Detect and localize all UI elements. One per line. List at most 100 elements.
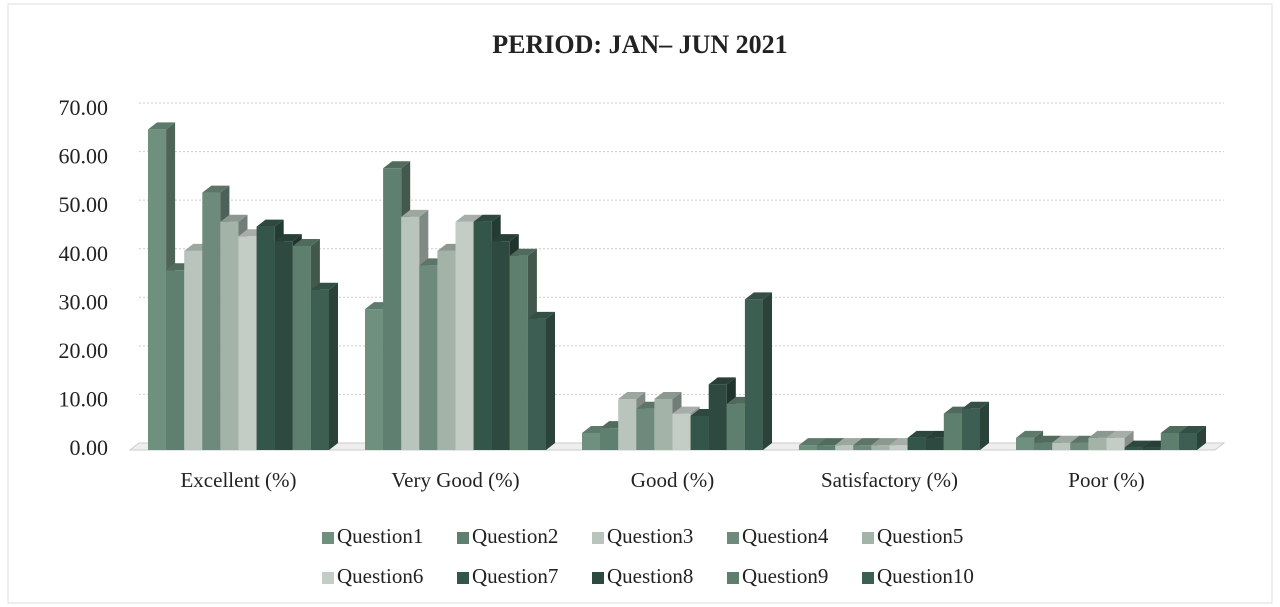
legend-label: Question5 <box>877 524 963 548</box>
bar-top <box>672 406 700 414</box>
bar <box>726 403 745 450</box>
bar <box>907 437 926 450</box>
legend-label: Question7 <box>472 564 558 588</box>
bar-top <box>401 209 429 217</box>
bar <box>455 221 474 450</box>
bar-top <box>310 282 338 290</box>
y-tick-label: 40.00 <box>59 241 109 266</box>
y-tick-label: 30.00 <box>59 289 109 314</box>
legend-label: Question9 <box>742 564 828 588</box>
y-tick-label: 0.00 <box>70 435 109 460</box>
bar <box>148 129 167 450</box>
bar-top <box>618 392 646 399</box>
bar <box>1070 442 1089 450</box>
bar <box>636 408 655 450</box>
bar-top <box>799 438 827 446</box>
x-tick-label: Poor (%) <box>1068 468 1144 492</box>
legend-marker <box>727 572 739 584</box>
bar <box>853 445 872 450</box>
bar <box>1124 447 1143 450</box>
bar <box>184 250 203 450</box>
bar-top <box>1088 430 1116 438</box>
bar <box>509 255 528 450</box>
bar-side <box>546 311 555 450</box>
y-tick-label: 60.00 <box>59 144 109 169</box>
bar <box>527 318 546 450</box>
x-tick-label: Excellent (%) <box>180 468 296 492</box>
legend-label: Question3 <box>607 524 693 548</box>
bar-side <box>329 282 338 450</box>
bar-top <box>202 185 230 193</box>
legend-label: Question4 <box>742 524 829 548</box>
x-tick-label: Good (%) <box>631 468 714 492</box>
legend-label: Question6 <box>337 564 423 588</box>
bar-top <box>1178 426 1206 433</box>
bar <box>925 437 944 450</box>
bar-top <box>148 122 176 130</box>
legend-marker <box>862 572 874 584</box>
bar-top <box>961 401 989 409</box>
legend-label: Question2 <box>472 524 558 548</box>
bar-top <box>1106 430 1134 438</box>
y-tick-label: 10.00 <box>59 386 109 411</box>
bar <box>961 408 980 450</box>
bar <box>310 289 329 450</box>
bar-top <box>473 214 501 222</box>
bar-top <box>1034 435 1062 443</box>
bar-top <box>256 219 284 227</box>
bar <box>1142 447 1161 450</box>
bar <box>1016 437 1035 450</box>
bar <box>744 299 763 450</box>
bar-top <box>907 430 935 438</box>
legend-marker <box>457 532 469 544</box>
chart-title: PERIOD: JAN– JUN 2021 <box>492 30 787 59</box>
bar-top <box>383 161 411 169</box>
legend-marker <box>862 532 874 544</box>
bar-top <box>871 438 899 446</box>
bar-side <box>1124 430 1134 450</box>
bar-top <box>292 239 320 246</box>
x-tick-label: Satisfactory (%) <box>821 468 958 492</box>
bar <box>220 221 239 450</box>
bar-side <box>763 292 772 450</box>
legend-marker <box>592 532 604 544</box>
bar-top <box>527 311 555 319</box>
bar <box>166 270 185 450</box>
bar <box>292 246 311 450</box>
bar <box>1160 433 1179 450</box>
bar <box>654 399 673 450</box>
bar <box>1106 437 1125 450</box>
bar <box>871 445 890 450</box>
bar-top <box>455 214 483 222</box>
bar-side <box>980 401 989 450</box>
y-tick-label: 70.00 <box>59 95 109 120</box>
legend-marker <box>322 572 334 584</box>
bar <box>419 265 438 450</box>
bar <box>889 445 908 450</box>
bar-top <box>835 438 863 446</box>
y-tick-label: 20.00 <box>59 338 109 363</box>
bar <box>491 241 510 450</box>
bar <box>274 241 293 450</box>
bar-top <box>817 438 845 446</box>
bar <box>618 399 637 450</box>
legend-marker <box>322 532 334 544</box>
y-tick-label: 50.00 <box>59 192 109 217</box>
bar-top <box>708 377 736 385</box>
bar-top <box>509 248 537 256</box>
bar <box>835 445 854 450</box>
bar <box>943 413 962 450</box>
bar <box>600 428 619 450</box>
bar <box>1088 437 1107 450</box>
legend-marker <box>727 532 739 544</box>
bar <box>582 433 601 450</box>
bar <box>437 250 456 450</box>
bar <box>799 445 818 450</box>
bar <box>238 236 257 450</box>
bar-top <box>274 234 302 242</box>
bar-top <box>1016 430 1044 438</box>
bar-top <box>654 392 682 399</box>
bar-top <box>1160 426 1188 433</box>
legend-marker <box>592 572 604 584</box>
